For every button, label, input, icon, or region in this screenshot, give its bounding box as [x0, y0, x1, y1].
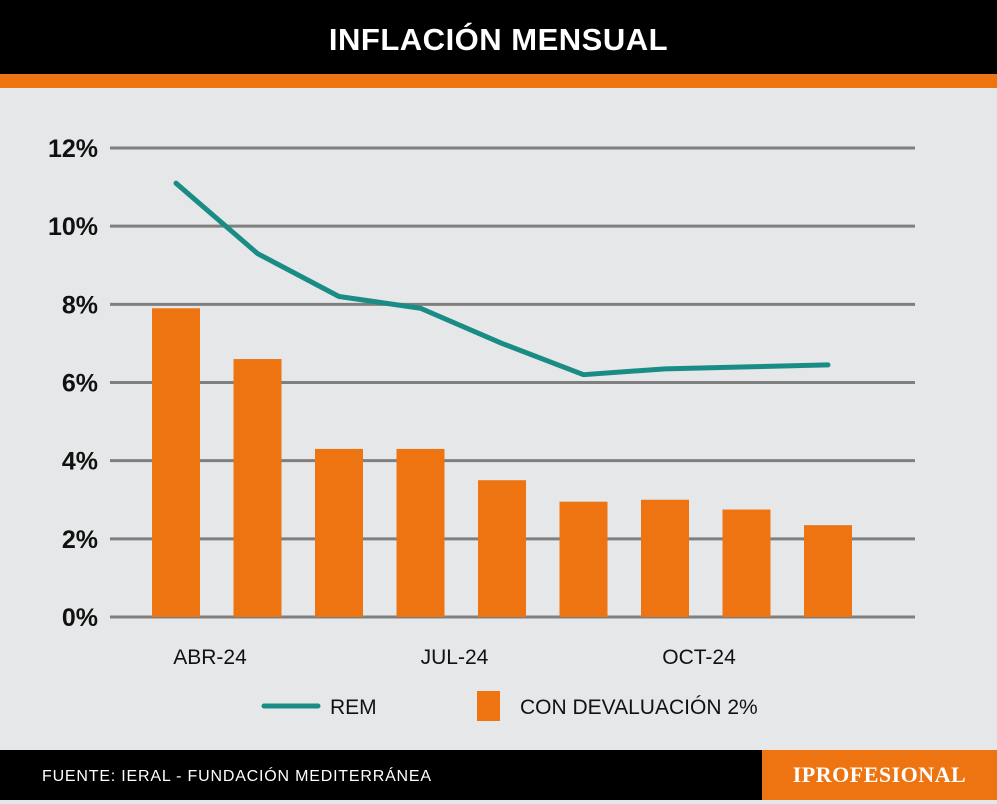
- x-tick-label: JUL-24: [421, 646, 489, 669]
- legend: REM CON DEVALUACIÓN 2%: [261, 691, 758, 721]
- rem-line: [173, 180, 831, 378]
- brand-logo: IPROFESIONAL: [762, 750, 997, 800]
- bar: [152, 308, 200, 617]
- x-tick-label: ABR-24: [173, 646, 247, 669]
- line-series: [173, 180, 831, 378]
- y-tick-label: 8%: [62, 291, 98, 319]
- bar: [233, 359, 282, 617]
- y-tick-label: 10%: [48, 213, 98, 241]
- y-tick-label: 6%: [62, 370, 98, 398]
- y-axis-ticks: 0% 2% 4% 6% 8% 10% 12%: [48, 135, 98, 632]
- y-tick-label: 2%: [62, 526, 98, 554]
- bar-series: [152, 308, 852, 617]
- legend-label-devaluacion: CON DEVALUACIÓN 2%: [520, 696, 758, 719]
- legend-bar-swatch: [477, 691, 500, 721]
- legend-label-rem: REM: [330, 696, 377, 719]
- header-bar: INFLACIÓN MENSUAL: [0, 0, 997, 74]
- bar: [478, 480, 526, 617]
- bar: [396, 448, 445, 617]
- brand-name: IPROFESIONAL: [792, 762, 967, 787]
- bar: [641, 499, 689, 617]
- y-tick-label: 12%: [48, 135, 98, 163]
- x-axis-ticks: ABR-24 JUL-24 OCT-24: [173, 646, 736, 669]
- bar: [559, 501, 608, 617]
- footer-bar: FUENTE: IERAL - FUNDACIÓN MEDITERRÁNEA I…: [0, 750, 997, 800]
- chart-title: INFLACIÓN MENSUAL: [328, 22, 669, 57]
- y-tick-label: 4%: [62, 448, 98, 476]
- bar: [722, 509, 771, 617]
- bar: [315, 448, 363, 617]
- accent-bar: [0, 74, 997, 88]
- chart: 0% 2% 4% 6% 8% 10% 12% ABR-24 JUL-24 OCT-24 REM C…: [48, 135, 915, 721]
- bar: [804, 525, 852, 617]
- x-tick-label: OCT-24: [662, 646, 736, 669]
- source-note: FUENTE: IERAL - FUNDACIÓN MEDITERRÁNEA: [42, 768, 432, 785]
- y-tick-label: 0%: [62, 604, 98, 632]
